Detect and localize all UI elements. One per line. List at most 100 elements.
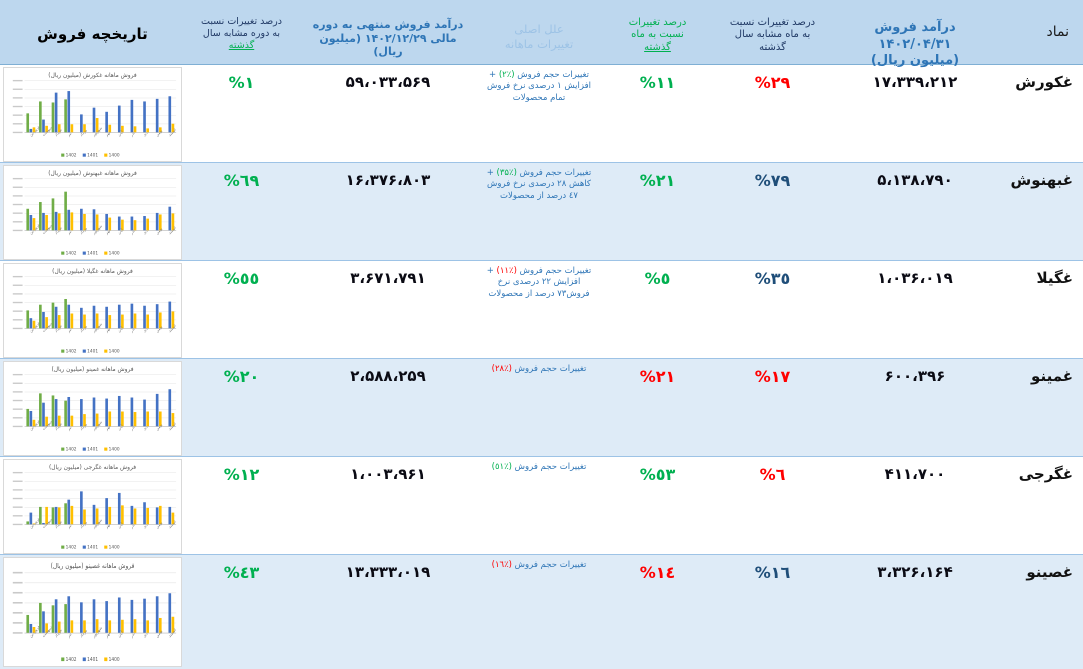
symbol-cell[interactable]: غصینو	[1000, 555, 1083, 669]
reason-cell[interactable]: تغییرات حجم فروش (٪۲۸)	[478, 359, 600, 458]
pct-period-cell[interactable]: %٦۹	[185, 163, 298, 262]
svg-text:1400: 1400	[109, 447, 120, 453]
revenue-month-cell[interactable]: ۱،۰۳۶،۰۱۹	[830, 261, 1000, 360]
pct-period-cell[interactable]: %۲۰	[185, 359, 298, 458]
table-header-row: نماد درآمد فروش ۱۴۰۲/۰۴/۳۱ (میلیون ریال)…	[0, 0, 1083, 68]
pct-period-cell[interactable]: %۱۲	[185, 457, 298, 556]
svg-text:تیر: تیر	[66, 425, 73, 432]
reason-text-after: + افزایش ۱ درصدی نرخ فروش تمام محصولات	[486, 70, 592, 103]
col-header-reason[interactable]: علل اصلی تغییرات ماهانه	[478, 0, 600, 69]
revenue-ytd-cell[interactable]: ۵۹،۰۳۳،۵۶۹	[298, 65, 478, 164]
reason-text-before: تغییرات حجم فروش	[516, 168, 592, 178]
revenue-ytd-value: ۳،۶۷۱،۷۹۱	[350, 269, 426, 287]
reason-pct: (٪۲)	[498, 70, 515, 80]
svg-text:مهر: مهر	[104, 228, 112, 236]
symbol-cell[interactable]: غگرجی	[1000, 457, 1083, 556]
svg-text:فروش ماهانه غمینو (میلیون ریال: فروش ماهانه غمینو (میلیون ریال)	[51, 367, 133, 373]
revenue-month-value: ۱۷،۳۳۹،۲۱۲	[872, 73, 958, 91]
symbol-cell[interactable]: غکورش	[1000, 65, 1083, 164]
pct-month-yoy-cell[interactable]: %۲۹	[715, 65, 830, 164]
reason-cell[interactable]: تغییرات حجم فروش (٪٥۱)	[478, 457, 600, 556]
col-header-revenue-ytd[interactable]: درآمد فروش منتهی به دوره مالی ۱۴۰۲/۱۲/۲۹…	[298, 0, 478, 69]
revenue-ytd-cell[interactable]: ۱،۰۰۳،۹۶۱	[298, 457, 478, 556]
sales-history-chart[interactable]: فروش ماهانه غمینو (میلیون ریال) فروردین ار…	[3, 361, 182, 456]
revenue-month-cell[interactable]: ۴۱۱،۷۰۰	[830, 457, 1000, 556]
sales-history-chart[interactable]: فروش ماهانه غگرجی (میلیون ریال) فروردین ار…	[3, 459, 182, 554]
symbol-label: غصینو	[1026, 563, 1073, 581]
reason-text-before: تغییرات حجم فروش	[511, 560, 587, 570]
revenue-ytd-cell[interactable]: ۱۳،۳۳۳،۰۱۹	[298, 555, 478, 669]
pct-month-yoy-cell[interactable]: %۷۹	[715, 163, 830, 262]
pct-mom-cell[interactable]: %٥۳	[600, 457, 715, 556]
svg-text:بهمن: بهمن	[155, 423, 163, 431]
svg-text:شهریور: شهریور	[91, 126, 103, 138]
svg-text:تیر: تیر	[66, 131, 73, 138]
symbol-cell[interactable]: غبهنوش	[1000, 163, 1083, 262]
pct-mom-cell[interactable]: %٥	[600, 261, 715, 360]
revenue-month-cell[interactable]: ۶۰۰،۳۹۶	[830, 359, 1000, 458]
col-header-symbol[interactable]: نماد	[1000, 0, 1083, 69]
svg-text:تیر: تیر	[66, 523, 73, 530]
pct-month-yoy-cell[interactable]: %۳٥	[715, 261, 830, 360]
pct-mom-value: %۲۱	[639, 367, 676, 386]
reason-text-before: تغییرات حجم فروش	[511, 462, 587, 472]
pct-month-yoy-value: %۲۹	[754, 73, 791, 92]
pct-period-cell[interactable]: %۱	[185, 65, 298, 164]
revenue-month-value: ۴۱۱،۷۰۰	[884, 465, 946, 483]
svg-text:دی: دی	[142, 229, 148, 235]
reason-cell[interactable]: تغییرات حجم فروش (٪۱٦)	[478, 555, 600, 669]
revenue-month-cell[interactable]: ۱۷،۳۳۹،۲۱۲	[830, 65, 1000, 164]
sales-history-chart[interactable]: فروش ماهانه غصینو (میلیون ریال) فروردین ار…	[3, 557, 182, 667]
sales-history-chart[interactable]: فروش ماهانه غگیلا (میلیون ریال) فروردین ار…	[3, 263, 182, 358]
reason-cell[interactable]: تغییرات حجم فروش (٪۳۵) + کاهش ۲۸ درصدی ن…	[478, 163, 600, 262]
pct-month-yoy-cell[interactable]: %۱٦	[715, 555, 830, 669]
pct-period-cell[interactable]: %٥٥	[185, 261, 298, 360]
pct-month-yoy-cell[interactable]: %۱۷	[715, 359, 830, 458]
col-header-pct-mom-accent: گذشته	[644, 41, 671, 53]
pct-period-cell[interactable]: %٤۳	[185, 555, 298, 669]
svg-text:فروش ماهانه غگرجی (میلیون ریال: فروش ماهانه غگرجی (میلیون ریال)	[49, 463, 136, 471]
pct-period-value: %٤۳	[223, 563, 260, 582]
col-header-revenue-month-label: درآمد فروش ۱۴۰۲/۰۴/۳۱ (میلیون ریال)	[870, 20, 960, 68]
revenue-month-value: ۱،۰۳۶،۰۱۹	[877, 269, 953, 287]
svg-text:1401: 1401	[87, 545, 98, 551]
table-row: غگیلا ۱،۰۳۶،۰۱۹ %۳٥ %٥ تغییرات حجم فروش …	[0, 261, 1083, 359]
col-header-pct-period[interactable]: درصد تغییرات نسبت به دوره مشابه سال گذشت…	[185, 0, 298, 69]
sales-history-chart[interactable]: فروش ماهانه غکورش (میلیون ریال) فروردین ار…	[3, 67, 182, 162]
pct-mom-cell[interactable]: %۲۱	[600, 163, 715, 262]
symbol-cell[interactable]: غگیلا	[1000, 261, 1083, 360]
symbol-cell[interactable]: غمینو	[1000, 359, 1083, 458]
col-header-sales-history[interactable]: تاریخچه فروش	[0, 0, 185, 69]
col-header-pct-mom[interactable]: درصد تغییرات نسبت به ماه گذشته	[600, 0, 715, 69]
revenue-month-cell[interactable]: ۳،۳۲۶،۱۶۴	[830, 555, 1000, 669]
pct-mom-value: %۱۱	[639, 73, 676, 92]
svg-text:بهمن: بهمن	[155, 521, 163, 529]
svg-text:آبان: آبان	[117, 629, 125, 638]
reason-cell[interactable]: تغییرات حجم فروش (٪۱۱) + افزایش ۲۲ درصدی…	[478, 261, 600, 360]
reason-text-before: تغییرات حجم فروش	[511, 364, 587, 374]
revenue-ytd-cell[interactable]: ۱۶،۳۷۶،۸۰۳	[298, 163, 478, 262]
revenue-ytd-cell[interactable]: ۳،۶۷۱،۷۹۱	[298, 261, 478, 360]
symbol-label: غبهنوش	[1010, 171, 1074, 189]
revenue-month-cell[interactable]: ۵،۱۳۸،۷۹۰	[830, 163, 1000, 262]
sales-history-cell: فروش ماهانه غکورش (میلیون ریال) فروردین ار…	[0, 65, 185, 164]
pct-mom-cell[interactable]: %۱۱	[600, 65, 715, 164]
reason-cell[interactable]: تغییرات حجم فروش (٪۲) + افزایش ۱ درصدی ن…	[478, 65, 600, 164]
col-header-sales-history-label: تاریخچه فروش	[37, 24, 148, 43]
reason-text-before: تغییرات حجم فروش	[516, 266, 592, 276]
symbol-label: غکورش	[1015, 73, 1073, 91]
svg-text:1402: 1402	[66, 349, 77, 355]
symbol-label: غمینو	[1031, 367, 1073, 385]
pct-period-value: %٥٥	[223, 269, 260, 288]
pct-period-value: %۱	[228, 73, 255, 92]
pct-mom-cell[interactable]: %۲۱	[600, 359, 715, 458]
pct-mom-cell[interactable]: %۱٤	[600, 555, 715, 669]
revenue-ytd-cell[interactable]: ۲،۵۸۸،۲۵۹	[298, 359, 478, 458]
col-header-pct-month-yoy[interactable]: درصد تغییرات نسبت به ماه مشابه سال گذشته	[715, 0, 830, 69]
table-row: غبهنوش ۵،۱۳۸،۷۹۰ %۷۹ %۲۱ تغییرات حجم فرو…	[0, 163, 1083, 261]
pct-month-yoy-cell[interactable]: %٦	[715, 457, 830, 556]
sales-history-chart[interactable]: فروش ماهانه غبهنوش (میلیون ریال) فروردین ا…	[3, 165, 182, 260]
col-header-revenue-month[interactable]: درآمد فروش ۱۴۰۲/۰۴/۳۱ (میلیون ریال)	[830, 0, 1000, 69]
svg-text:بهمن: بهمن	[155, 227, 163, 235]
svg-text:آذر: آذر	[128, 228, 136, 236]
